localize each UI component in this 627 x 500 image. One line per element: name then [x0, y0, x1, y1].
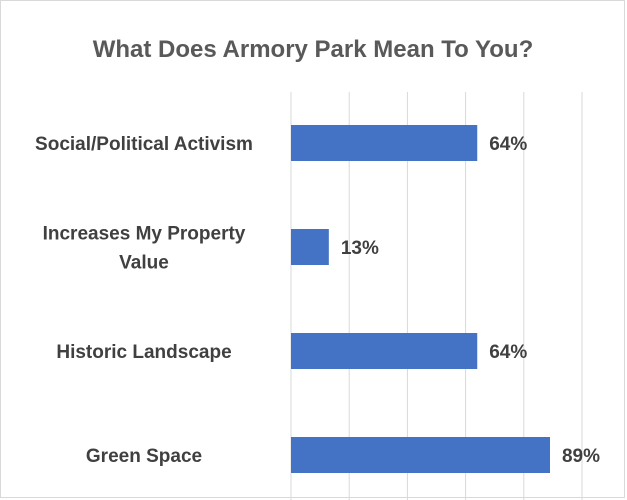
category-label: Green Space — [86, 446, 202, 467]
bars — [291, 125, 550, 473]
category-label: Social/Political Activism — [35, 134, 253, 155]
bar — [291, 229, 329, 265]
category-label: Increases My Property Value — [43, 224, 246, 274]
data-labels: 64% 13% 64% 89% — [341, 134, 600, 467]
bar — [291, 333, 478, 369]
bar — [291, 125, 478, 161]
category-labels: Social/Political Activism Increases My Pr… — [35, 134, 253, 467]
data-label: 64% — [489, 342, 527, 363]
category-label: Historic Landscape — [56, 342, 231, 363]
data-label: 89% — [562, 446, 600, 467]
data-label: 13% — [341, 238, 379, 259]
data-label: 64% — [489, 134, 527, 155]
bar — [291, 437, 550, 473]
chart-title: What Does Armory Park Mean To You? — [93, 36, 534, 63]
